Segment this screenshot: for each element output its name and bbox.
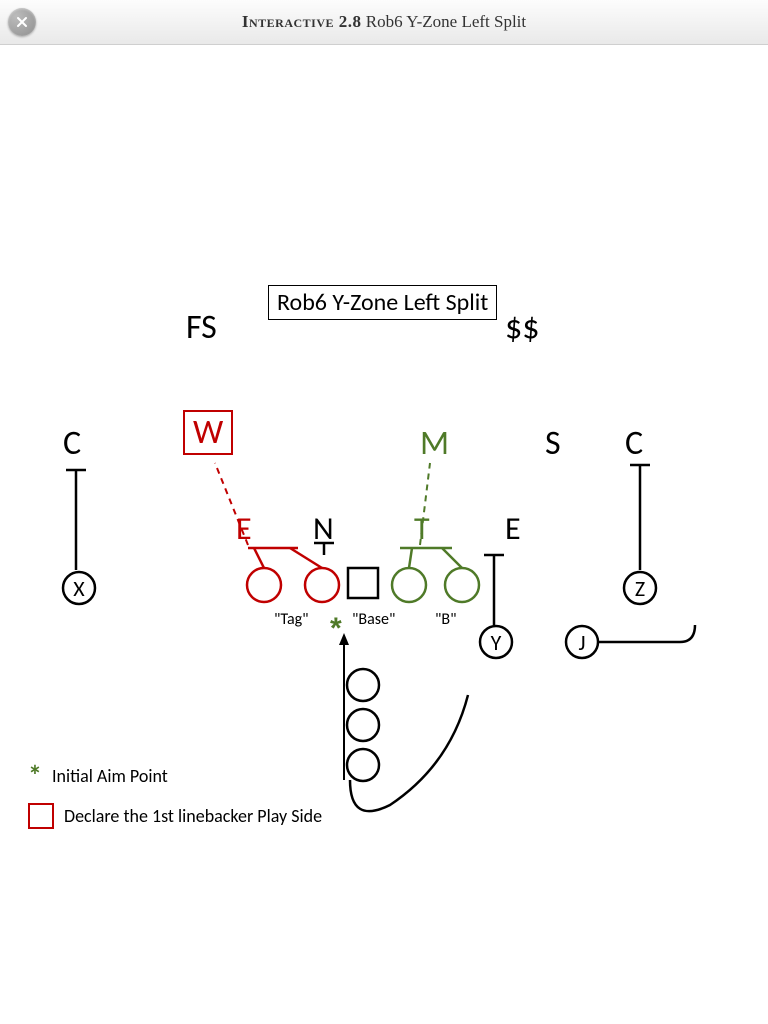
legend-box-icon — [28, 803, 54, 829]
legend-declare-text: Declare the 1st linebacker Play Side — [64, 805, 322, 827]
ol-lg — [305, 568, 339, 602]
header-prefix: Interactive 2.8 — [242, 12, 362, 31]
ol-center — [348, 568, 378, 598]
legend-star-icon: * — [28, 766, 42, 786]
legend-aim-text: Initial Aim Point — [52, 765, 168, 787]
close-button[interactable] — [8, 8, 36, 36]
legend-aim-point: * Initial Aim Point — [28, 765, 168, 787]
ol-lt — [247, 568, 281, 602]
player-x: X — [73, 575, 85, 602]
legend-declare: Declare the 1st linebacker Play Side — [28, 803, 322, 829]
diagram-svg: X Z Y J — [0, 45, 768, 1024]
header-title: Interactive 2.8 Rob6 Y-Zone Left Split — [242, 12, 526, 32]
play-diagram: Rob6 Y-Zone Left Split FS $$ C C W M S E… — [0, 45, 768, 1024]
player-z: Z — [635, 575, 645, 602]
player-fb — [347, 709, 379, 741]
ol-rg — [392, 568, 426, 602]
player-qb — [347, 669, 379, 701]
header-subtitle: Rob6 Y-Zone Left Split — [366, 12, 526, 31]
ol-rt — [445, 568, 479, 602]
header-bar: Interactive 2.8 Rob6 Y-Zone Left Split — [0, 0, 768, 45]
player-j: J — [578, 629, 585, 656]
player-y: Y — [491, 629, 502, 656]
player-rb — [347, 749, 379, 781]
close-icon — [15, 15, 29, 29]
